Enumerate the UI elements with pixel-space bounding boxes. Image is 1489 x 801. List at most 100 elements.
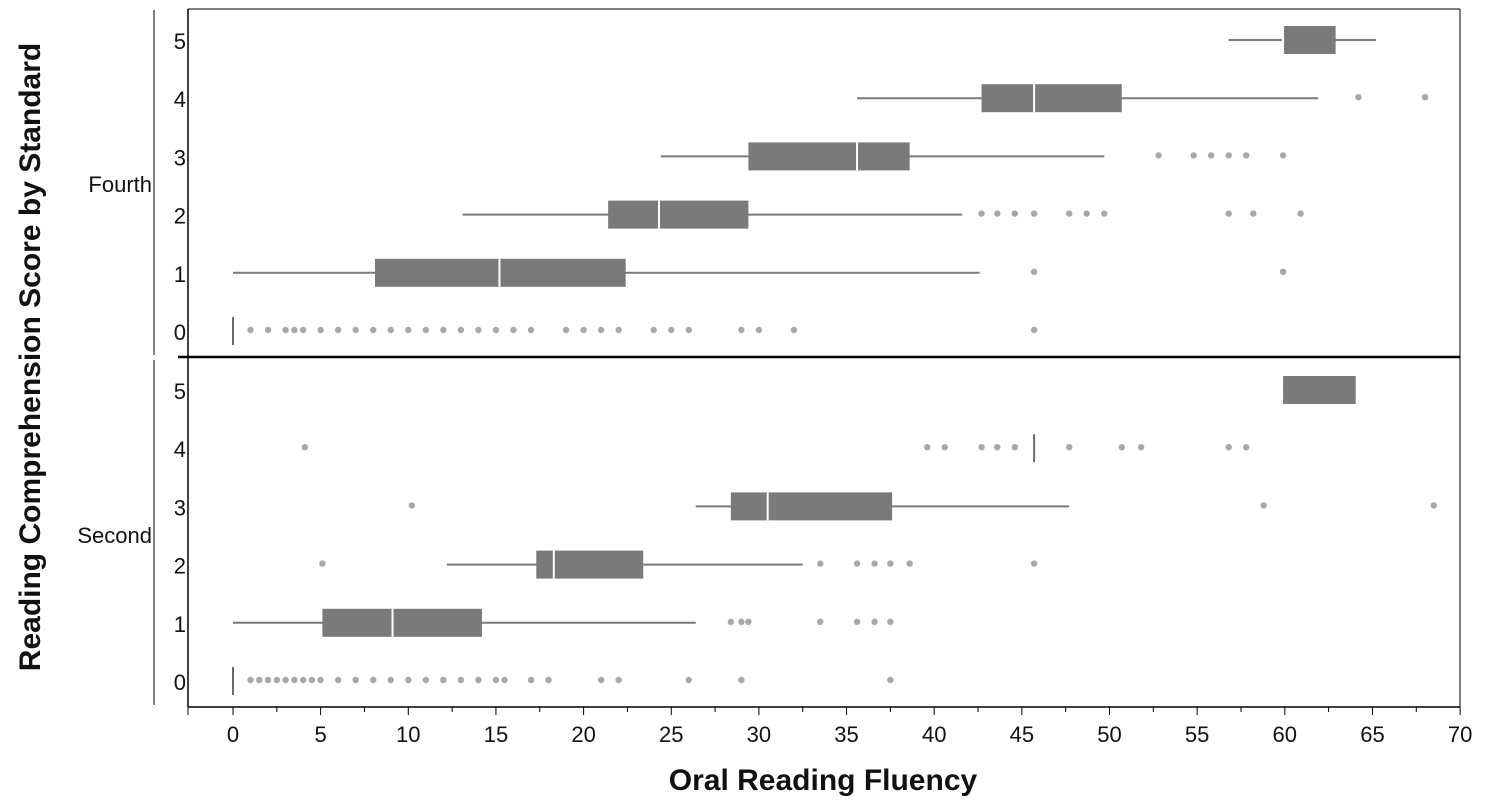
x-tick-label: 35 bbox=[834, 722, 858, 747]
outlier-point bbox=[1030, 560, 1038, 567]
outlier-point bbox=[1101, 210, 1108, 217]
outlier-point bbox=[1137, 444, 1145, 451]
outlier-point bbox=[501, 676, 508, 684]
x-tick-label: 60 bbox=[1273, 722, 1297, 747]
outlier-point bbox=[334, 676, 342, 684]
outlier-point bbox=[650, 326, 657, 334]
outlier-point bbox=[887, 618, 894, 625]
outlier-point bbox=[422, 326, 430, 334]
outlier-point bbox=[301, 444, 309, 451]
outlier-point bbox=[492, 326, 500, 334]
outlier-point bbox=[299, 326, 307, 334]
outlier-point bbox=[440, 676, 447, 684]
outlier-point bbox=[887, 560, 894, 567]
outlier-point bbox=[405, 326, 412, 334]
outlier-point bbox=[352, 676, 359, 684]
outlier-point bbox=[527, 676, 535, 684]
outlier-point bbox=[941, 444, 948, 451]
group-label-second: Second bbox=[77, 523, 152, 548]
outlier-point bbox=[738, 618, 745, 625]
x-tick-label: 40 bbox=[922, 722, 946, 747]
x-tick-label: 55 bbox=[1185, 722, 1209, 747]
outlier-point bbox=[745, 618, 752, 625]
outlier-point bbox=[440, 326, 447, 334]
outlier-point bbox=[256, 676, 263, 684]
outlier-point bbox=[282, 326, 289, 334]
outlier-point bbox=[457, 676, 465, 684]
outlier-point bbox=[562, 326, 570, 334]
box bbox=[1283, 26, 1336, 54]
outlier-point bbox=[1065, 444, 1073, 451]
outlier-point bbox=[1430, 502, 1438, 509]
y-tick-label: 0 bbox=[174, 320, 186, 345]
x-axis-title: Oral Reading Fluency bbox=[669, 764, 978, 797]
outlier-point bbox=[853, 618, 861, 625]
outlier-point bbox=[1260, 502, 1267, 509]
y-axis-title: Reading Comprehension Score by Standard bbox=[14, 43, 47, 671]
outlier-point bbox=[317, 676, 324, 684]
outlier-point bbox=[580, 326, 587, 334]
outlier-point bbox=[1118, 444, 1125, 451]
outlier-point bbox=[817, 618, 824, 625]
outlier-point bbox=[853, 560, 861, 567]
outlier-point bbox=[1225, 152, 1232, 159]
y-tick-label: 0 bbox=[174, 670, 186, 695]
box bbox=[748, 142, 910, 171]
outlier-point bbox=[457, 326, 465, 334]
outlier-point bbox=[1225, 444, 1232, 451]
x-tick-label: 50 bbox=[1097, 722, 1121, 747]
outlier-point bbox=[405, 676, 412, 684]
outlier-point bbox=[727, 618, 735, 625]
outlier-point bbox=[264, 326, 272, 334]
outlier-point bbox=[247, 676, 254, 684]
x-tick-label: 20 bbox=[571, 722, 595, 747]
outlier-point bbox=[923, 444, 931, 451]
group-label-fourth: Fourth bbox=[88, 172, 152, 197]
outlier-point bbox=[264, 676, 272, 684]
outlier-point bbox=[1190, 152, 1197, 159]
outlier-point bbox=[510, 326, 517, 334]
x-tick-label: 5 bbox=[315, 722, 327, 747]
x-tick-label: 15 bbox=[484, 722, 508, 747]
outlier-point bbox=[1011, 444, 1019, 451]
outlier-point bbox=[308, 676, 316, 684]
outlier-point bbox=[247, 326, 254, 334]
x-tick-label: 70 bbox=[1448, 722, 1472, 747]
y-tick-label: 3 bbox=[174, 145, 186, 170]
y-tick-label: 4 bbox=[174, 87, 186, 112]
outlier-point bbox=[492, 676, 500, 684]
outlier-point bbox=[1030, 210, 1038, 217]
outlier-point bbox=[1207, 152, 1215, 159]
outlier-point bbox=[1030, 268, 1038, 275]
outlier-point bbox=[475, 326, 482, 334]
outlier-point bbox=[273, 676, 281, 684]
outlier-point bbox=[291, 326, 298, 334]
y-tick-label: 2 bbox=[174, 204, 186, 229]
x-tick-label: 45 bbox=[1010, 722, 1034, 747]
outlier-point bbox=[1225, 210, 1232, 217]
outlier-point bbox=[475, 676, 482, 684]
outlier-point bbox=[1065, 210, 1073, 217]
outlier-point bbox=[615, 676, 622, 684]
outlier-point bbox=[545, 676, 552, 684]
outlier-point bbox=[887, 676, 894, 684]
outlier-point bbox=[370, 676, 377, 684]
outlier-point bbox=[334, 326, 342, 334]
outlier-point bbox=[1279, 268, 1287, 275]
outlier-point bbox=[906, 560, 913, 567]
outlier-point bbox=[817, 560, 824, 567]
outlier-point bbox=[871, 618, 878, 625]
outlier-point bbox=[1297, 210, 1304, 217]
x-tick-label: 10 bbox=[396, 722, 420, 747]
y-tick-label: 4 bbox=[174, 437, 186, 462]
box bbox=[1283, 376, 1357, 404]
outlier-point bbox=[1250, 210, 1257, 217]
outlier-point bbox=[299, 676, 307, 684]
x-tick-label: 30 bbox=[747, 722, 771, 747]
outlier-point bbox=[597, 676, 605, 684]
outlier-point bbox=[1243, 152, 1250, 159]
y-tick-label: 3 bbox=[174, 495, 186, 520]
outlier-point bbox=[685, 676, 692, 684]
outlier-point bbox=[317, 326, 324, 334]
outlier-point bbox=[790, 326, 798, 334]
